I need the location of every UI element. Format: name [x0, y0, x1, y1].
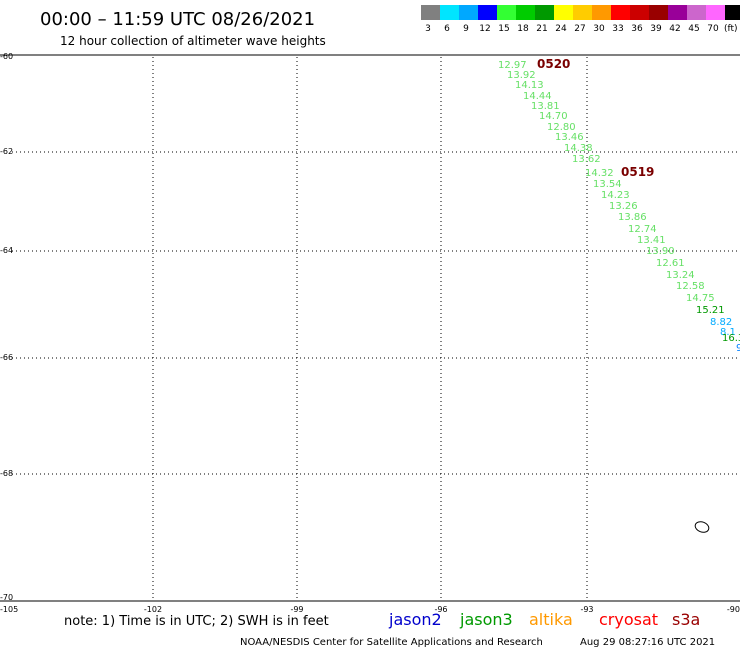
map-title: 00:00 – 11:59 UTC 08/26/2021 — [40, 9, 315, 30]
color-scale-label: 18 — [517, 24, 529, 34]
wave-height-value: 8.82 — [710, 317, 732, 328]
pass-label-0519: 0519 — [621, 165, 654, 179]
color-scale-label: 42 — [669, 24, 680, 34]
wave-height-value: 12.74 — [628, 224, 657, 235]
wave-height-value: 13.41 — [637, 235, 666, 246]
color-scale-label: 24 — [555, 24, 567, 34]
map-frame — [0, 54, 740, 602]
wave-height-value: 13.90 — [646, 246, 675, 257]
lon-label: -93 — [580, 605, 593, 614]
wave-height-value: 13.26 — [609, 201, 638, 212]
color-scale-label: 12 — [479, 24, 490, 34]
wave-height-value: 12.80 — [547, 122, 576, 133]
pass-labels: 0520 0519 — [537, 57, 654, 179]
wave-height-value: 13.86 — [618, 212, 647, 223]
lat-label: -70 — [0, 593, 13, 602]
color-scale-swatch — [668, 5, 687, 20]
color-scale-labels: 3 6 9 12 15 18 21 24 27 30 33 36 39 42 4… — [425, 24, 719, 34]
island-outline — [694, 521, 710, 533]
longitude-gridlines — [152, 57, 588, 599]
color-scale-label: 36 — [631, 24, 643, 34]
map-subtitle: 12 hour collection of altimeter wave hei… — [60, 34, 326, 48]
color-scale-swatch — [630, 5, 649, 20]
longitude-labels: -105 -102 -99 -96 -93 -90 — [0, 605, 740, 614]
color-scale-swatch — [497, 5, 516, 20]
lon-label: -96 — [434, 605, 447, 614]
color-scale-label: 39 — [650, 24, 662, 34]
wave-height-value: 9 — [736, 343, 740, 354]
lon-label: -102 — [144, 605, 162, 614]
wave-height-value: 12.97 — [498, 60, 527, 71]
wave-height-value: 16.3 — [722, 333, 740, 344]
color-scale-swatch — [440, 5, 459, 20]
satellite-cryosat: cryosat — [599, 610, 658, 629]
satellite-jason3: jason3 — [459, 610, 513, 629]
footer-timestamp: Aug 29 08:27:16 UTC 2021 — [580, 637, 715, 648]
color-scale-swatch — [592, 5, 611, 20]
wave-height-value: 13.24 — [666, 270, 695, 281]
color-scale-swatch — [706, 5, 725, 20]
color-scale-legend: 3 6 9 12 15 18 21 24 27 30 33 36 39 42 4… — [421, 5, 740, 34]
color-scale-swatch — [459, 5, 478, 20]
wave-height-value: 13.62 — [572, 154, 601, 165]
lat-label: -66 — [0, 353, 13, 362]
wave-height-value: 14.32 — [585, 168, 614, 179]
wave-height-value: 14.13 — [515, 80, 544, 91]
color-scale-label: 15 — [498, 24, 509, 34]
color-scale-label: 70 — [707, 24, 719, 34]
color-scale-swatch — [725, 5, 740, 20]
satellite-legend: jason2 jason3 altika cryosat s3a — [388, 610, 700, 629]
wave-height-value: 13.46 — [555, 132, 584, 143]
color-scale-swatch — [554, 5, 573, 20]
wave-height-value: 12.58 — [676, 281, 705, 292]
wave-height-value: 13.54 — [593, 179, 622, 190]
satellite-altika: altika — [529, 610, 573, 629]
wave-height-value: 13.92 — [507, 70, 536, 81]
color-scale-swatches — [421, 5, 740, 20]
satellite-jason2: jason2 — [388, 610, 442, 629]
color-scale-label: 27 — [574, 24, 585, 34]
wave-height-value: 15.21 — [696, 305, 725, 316]
color-scale-label: 33 — [612, 24, 623, 34]
color-scale-swatch — [535, 5, 554, 20]
color-scale-swatch — [649, 5, 668, 20]
lat-label: -64 — [0, 246, 13, 255]
wave-height-value: 14.75 — [686, 293, 715, 304]
wave-height-value: 14.44 — [523, 91, 552, 102]
wave-height-value: 8.1 — [720, 327, 736, 338]
satellite-s3a: s3a — [672, 610, 700, 629]
color-scale-swatch — [516, 5, 535, 20]
lon-label: -99 — [290, 605, 303, 614]
wave-height-value: 14.23 — [601, 190, 630, 201]
color-scale-swatch — [421, 5, 440, 20]
wave-height-value: 12.61 — [656, 258, 685, 269]
lat-label: -60 — [0, 52, 13, 61]
footer-note: note: 1) Time is in UTC; 2) SWH is in fe… — [64, 614, 329, 629]
wave-height-value: 14.70 — [539, 111, 568, 122]
lon-label: -90 — [727, 605, 740, 614]
latitude-gridlines — [12, 151, 738, 475]
color-scale-swatch — [573, 5, 592, 20]
color-scale-swatch — [478, 5, 497, 20]
lat-label: -68 — [0, 469, 13, 478]
latitude-labels: -60 -62 -64 -66 -68 -70 — [0, 52, 13, 602]
wave-height-value: 13.81 — [531, 101, 560, 112]
color-scale-label: 45 — [688, 24, 699, 34]
lon-label: -105 — [0, 605, 18, 614]
color-scale-label: 6 — [444, 24, 450, 34]
color-scale-label: 9 — [463, 24, 469, 34]
footer-credit: NOAA/NESDIS Center for Satellite Applica… — [240, 637, 543, 648]
color-scale-label: 30 — [593, 24, 605, 34]
pass-label-0520: 0520 — [537, 57, 570, 71]
color-scale-unit: (ft) — [724, 24, 738, 34]
color-scale-swatch — [611, 5, 630, 20]
color-scale-swatch — [687, 5, 706, 20]
lat-label: -62 — [0, 147, 13, 156]
wave-height-track: 12.97 13.92 14.13 14.44 13.81 14.70 12.8… — [498, 60, 740, 354]
color-scale-label: 3 — [425, 24, 431, 34]
wave-height-value: 14.38 — [564, 143, 593, 154]
color-scale-label: 21 — [536, 24, 547, 34]
